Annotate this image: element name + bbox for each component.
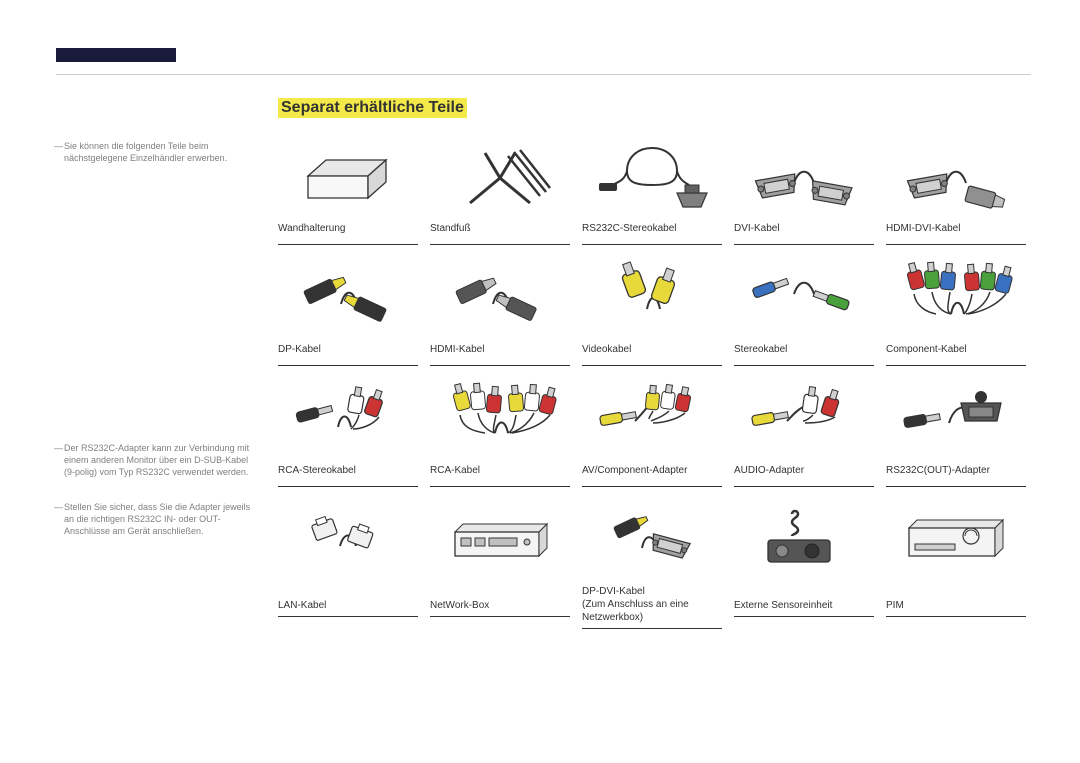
cell-rule bbox=[886, 244, 1026, 245]
illus-video-cable bbox=[582, 259, 722, 339]
label: RCA-Stereokabel bbox=[278, 460, 418, 482]
cell-rule bbox=[582, 486, 722, 487]
cell-rule bbox=[278, 244, 418, 245]
cell-component-kabel: Component-Kabel bbox=[886, 259, 1026, 380]
cell-standfuss: Standfuß bbox=[430, 138, 570, 259]
label: Stereokabel bbox=[734, 339, 874, 361]
sidenote-2-text: Der RS232C-Adapter kann zur Verbindung m… bbox=[64, 442, 256, 478]
label: DP-DVI-Kabel (Zum Anschluss an eine Netz… bbox=[582, 581, 722, 624]
label: HDMI-DVI-Kabel bbox=[886, 218, 1026, 240]
cell-videokabel: Videokabel bbox=[582, 259, 722, 380]
label: Wandhalterung bbox=[278, 218, 418, 240]
label: NetWork-Box bbox=[430, 581, 570, 612]
cell-rule bbox=[582, 244, 722, 245]
illus-network-box bbox=[430, 501, 570, 581]
illus-dp-dvi-cable bbox=[582, 501, 722, 581]
cell-dp-dvi-kabel: DP-DVI-Kabel (Zum Anschluss an eine Netz… bbox=[582, 501, 722, 643]
illus-rca-cable bbox=[430, 380, 570, 460]
page-heading: Separat erhältliche Teile bbox=[278, 98, 467, 118]
illus-av-adapter bbox=[582, 380, 722, 460]
cell-rs232c-out-adapter: OUT RS232C(OUT)-Adapter bbox=[886, 380, 1026, 501]
label: DP-Kabel bbox=[278, 339, 418, 361]
cell-dp-kabel: DP-Kabel bbox=[278, 259, 418, 380]
illus-hdmi-dvi-cable bbox=[886, 138, 1026, 218]
illus-component-cable bbox=[886, 259, 1026, 339]
label: RCA-Kabel bbox=[430, 460, 570, 482]
grid-row: DP-Kabel HDMI-Kabel bbox=[278, 259, 1031, 380]
cell-rs232c-stereo: RS232C-Stereokabel bbox=[582, 138, 722, 259]
label: PIM bbox=[886, 581, 1026, 612]
illus-audio-adapter bbox=[734, 380, 874, 460]
illus-lan-cable bbox=[278, 501, 418, 581]
header-color-block bbox=[56, 48, 176, 62]
cell-av-component-adapter: AV/Component-Adapter bbox=[582, 380, 722, 501]
cell-wandhalterung: Wandhalterung bbox=[278, 138, 418, 259]
cell-hdmi-kabel: HDMI-Kabel bbox=[430, 259, 570, 380]
cell-rca-kabel: RCA-Kabel bbox=[430, 380, 570, 501]
cell-rule bbox=[278, 616, 418, 617]
cell-rule bbox=[582, 628, 722, 629]
cell-rule bbox=[734, 616, 874, 617]
illus-sensor-unit bbox=[734, 501, 874, 581]
cell-rule bbox=[430, 486, 570, 487]
label: AV/Component-Adapter bbox=[582, 460, 722, 482]
sidenote-3-text: Stellen Sie sicher, dass Sie die Adapter… bbox=[64, 501, 256, 537]
cell-rule bbox=[278, 365, 418, 366]
sidenote-1-text: Sie können die folgenden Teile beim näch… bbox=[64, 140, 256, 164]
cell-rule bbox=[582, 365, 722, 366]
label: DVI-Kabel bbox=[734, 218, 874, 240]
label: Externe Sensoreinheit bbox=[734, 581, 874, 612]
illus-pim bbox=[886, 501, 1026, 581]
illus-stereo-cable bbox=[734, 259, 874, 339]
illus-rs232c-cable bbox=[582, 138, 722, 218]
sidenote-1: ―Sie können die folgenden Teile beim näc… bbox=[56, 140, 256, 164]
label: RS232C(OUT)-Adapter bbox=[886, 460, 1026, 482]
cell-lan-kabel: LAN-Kabel bbox=[278, 501, 418, 643]
cell-rule bbox=[278, 486, 418, 487]
label: AUDIO-Adapter bbox=[734, 460, 874, 482]
cell-externe-sensoreinheit: Externe Sensoreinheit bbox=[734, 501, 874, 643]
grid-row: RCA-Stereokabel bbox=[278, 380, 1031, 501]
illus-hdmi-cable bbox=[430, 259, 570, 339]
cell-rule bbox=[886, 486, 1026, 487]
cell-audio-adapter: AUDIO-Adapter bbox=[734, 380, 874, 501]
illus-dvi-cable bbox=[734, 138, 874, 218]
label: Component-Kabel bbox=[886, 339, 1026, 361]
cell-rule bbox=[734, 486, 874, 487]
cell-stereokabel: Stereokabel bbox=[734, 259, 874, 380]
label: Standfuß bbox=[430, 218, 570, 240]
label-line2: (Zum Anschluss an eine Netzwerkbox) bbox=[582, 599, 689, 623]
grid-row: LAN-Kabel NetWork-Box bbox=[278, 501, 1031, 643]
illus-rs232c-out-adapter: OUT bbox=[886, 380, 1026, 460]
cell-rule bbox=[430, 616, 570, 617]
label: LAN-Kabel bbox=[278, 581, 418, 612]
grid-row: Wandhalterung Standfuß bbox=[278, 138, 1031, 259]
cell-rule bbox=[886, 365, 1026, 366]
illus-stand bbox=[430, 138, 570, 218]
cell-rca-stereo: RCA-Stereokabel bbox=[278, 380, 418, 501]
illus-wall-mount bbox=[278, 138, 418, 218]
cell-rule bbox=[734, 244, 874, 245]
cell-rule bbox=[430, 365, 570, 366]
cell-network-box: NetWork-Box bbox=[430, 501, 570, 643]
label: HDMI-Kabel bbox=[430, 339, 570, 361]
label-line1: DP-DVI-Kabel bbox=[582, 586, 645, 597]
illus-rca-stereo bbox=[278, 380, 418, 460]
cell-hdmi-dvi-kabel: HDMI-DVI-Kabel bbox=[886, 138, 1026, 259]
illus-dp-cable bbox=[278, 259, 418, 339]
sidenote-3: ―Stellen Sie sicher, dass Sie die Adapte… bbox=[56, 501, 256, 537]
cell-rule bbox=[734, 365, 874, 366]
cell-rule bbox=[886, 616, 1026, 617]
sidenote-2: ―Der RS232C-Adapter kann zur Verbindung … bbox=[56, 442, 256, 478]
cell-dvi-kabel: DVI-Kabel bbox=[734, 138, 874, 259]
label: Videokabel bbox=[582, 339, 722, 361]
parts-grid: Wandhalterung Standfuß bbox=[278, 138, 1031, 643]
top-rule bbox=[56, 74, 1031, 75]
label: RS232C-Stereokabel bbox=[582, 218, 722, 240]
cell-rule bbox=[430, 244, 570, 245]
cell-pim: PIM bbox=[886, 501, 1026, 643]
